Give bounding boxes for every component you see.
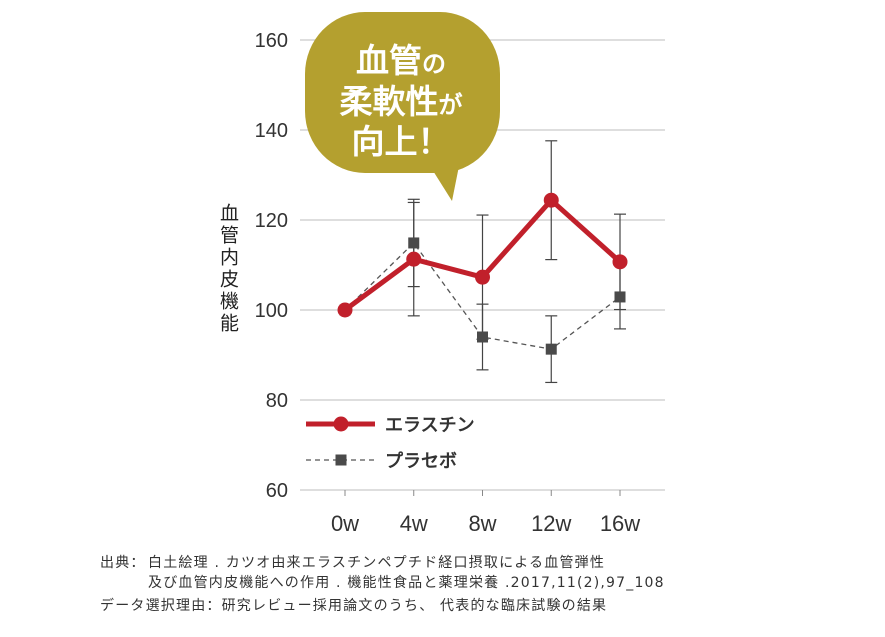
y-tick-label: 100 [255,300,288,322]
series-1-circle-marker [406,251,422,267]
legend-item: エラスチン [306,415,475,436]
y-tick-label: 60 [266,480,288,502]
callout-body [305,12,500,173]
series-2-square-marker [408,237,420,249]
y-tick-label: 160 [255,30,288,52]
callout-line-2: 柔軟性が [340,82,463,121]
series-2-square-marker [545,343,557,355]
legend-label: エラスチン [385,415,475,436]
callout-tail [430,166,459,201]
legend-item: プラセボ [306,450,457,472]
series-2-square-marker [477,331,488,343]
source-label: 出典： [100,555,146,571]
x-tick-label: 8w [468,511,496,536]
x-tick-label: 0w [331,511,359,536]
x-tick-label: 4w [400,511,428,536]
source-citation-line-1: 白土絵理 . カツオ由来エラスチンペプチド経口摂取による血管弾性 [148,555,606,571]
series-2-square-marker [614,291,626,303]
series-1-circle-marker [543,192,559,208]
legend-square-marker [335,454,347,466]
y-axis-label: 血管内皮機能 [217,203,239,335]
legend-circle-marker [333,416,349,432]
x-tick-label: 12w [531,511,571,536]
plot-area [337,140,628,384]
series-line-2 [344,242,621,350]
series-1-circle-marker [612,254,628,270]
series-1-circle-marker [337,302,353,318]
y-tick-label: 120 [255,210,288,232]
legend-label: プラセボ [385,450,457,472]
callout-bubble: 血管の 柔軟性が 向上！ [305,12,500,201]
y-tick-label: 140 [255,120,288,142]
y-tick-label: 80 [266,390,288,412]
callout-line-1: 血管の [356,41,446,80]
series-1-circle-marker [475,269,490,285]
selection-reason: データ選択理由：研究レビュー採用論文のうち、 代表的な臨床試験の結果 [100,598,608,614]
callout-line-3: 向上！ [352,122,451,161]
x-tick-label: 16w [600,511,640,536]
source-citation-line-2: 及び血管内皮機能への作用 . 機能性食品と薬理栄養 .2017,11(2),97… [148,575,665,591]
legend: エラスチン プラセボ [306,415,475,472]
